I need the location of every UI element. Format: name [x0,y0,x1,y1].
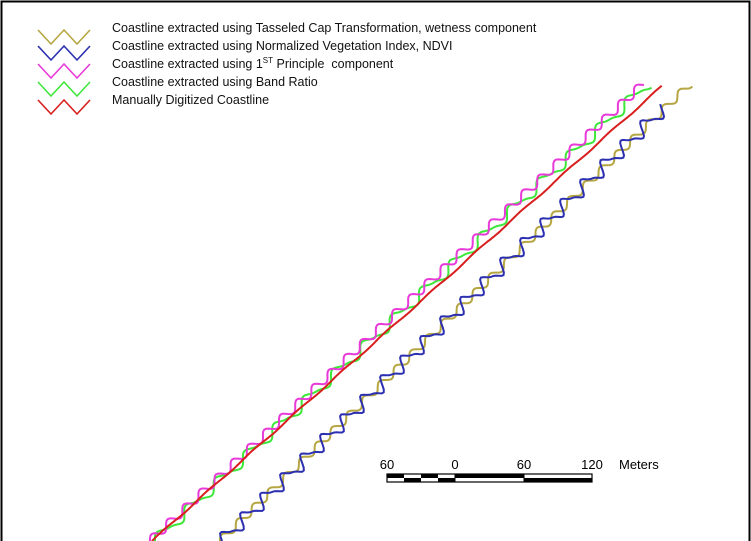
scale-segment-d [438,478,455,482]
coastline-ndvi [219,103,666,541]
scale-label-1: 0 [451,457,458,472]
scale-segment-a [387,474,404,478]
legend-label-pca-sup: ST [263,56,273,65]
scale-label-2: 60 [517,457,531,472]
scale-label-3: 120 [581,457,603,472]
coastline-manual [151,84,663,541]
legend: Coastline extracted using Tasseled Cap T… [37,21,537,116]
legend-label-pca-suffix: Principle component [273,57,394,71]
legend-label-tasseled-cap: Coastline extracted using Tasseled Cap T… [112,21,537,35]
coastline-principal-component [149,83,645,541]
coastlines-layer [149,83,694,541]
legend-item-pca: Coastline extracted using 1ST Principle … [37,56,394,80]
scale-segment-b [404,478,421,482]
legend-item-tasseled-cap: Coastline extracted using Tasseled Cap T… [37,21,537,46]
scale-bar: 60 0 60 120 Meters [380,457,659,483]
legend-item-ndvi: Coastline extracted using Normalized Veg… [37,39,452,62]
scale-segment-f [524,478,592,482]
legend-symbol-tasseled-cap [37,28,91,46]
legend-symbol-ndvi [37,44,91,62]
legend-item-manual: Manually Digitized Coastline [37,93,269,116]
legend-symbol-band-ratio [37,80,91,98]
legend-label-pca-prefix: Coastline extracted using 1 [112,57,263,71]
scale-unit: Meters [619,457,659,472]
legend-label-ndvi: Coastline extracted using Normalized Veg… [112,39,452,53]
scale-label-0: 60 [380,457,394,472]
legend-label-band-ratio: Coastline extracted using Band Ratio [112,75,318,89]
legend-item-band-ratio: Coastline extracted using Band Ratio [37,75,318,98]
legend-symbol-pca [37,62,91,80]
scale-segment-e [455,474,524,478]
legend-symbol-manual [37,98,91,116]
legend-label-pca: Coastline extracted using 1ST Principle … [112,56,394,71]
legend-label-manual: Manually Digitized Coastline [112,93,269,107]
scale-segment-c [421,474,438,478]
